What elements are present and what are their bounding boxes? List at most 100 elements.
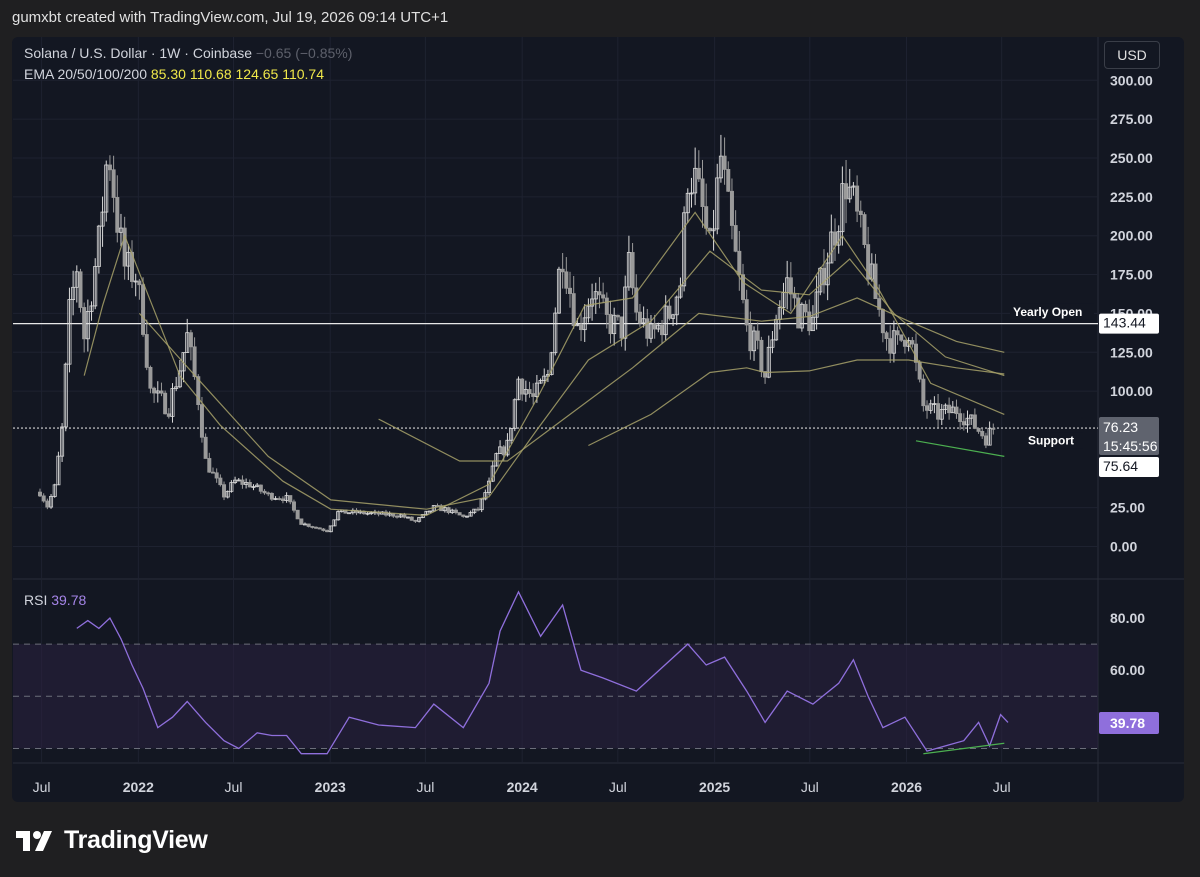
candle-down — [203, 436, 208, 459]
candle-down — [461, 514, 466, 517]
candle-down — [141, 284, 146, 335]
candle-up — [593, 291, 598, 300]
candle-up — [693, 167, 698, 194]
candle-up — [542, 375, 547, 381]
candle-up — [155, 390, 160, 394]
ema-legend[interactable]: EMA 20/50/100/200 85.30 110.68 124.65 11… — [24, 66, 324, 82]
rsi-line — [76, 590, 1009, 755]
candle-down — [207, 458, 212, 473]
symbol-legend[interactable]: Solana / U.S. Dollar · 1W · Coinbase −0.… — [24, 45, 352, 61]
candle-down — [314, 526, 319, 529]
candle-up — [406, 516, 411, 519]
candle-up — [906, 340, 911, 347]
candle-up — [575, 324, 580, 327]
candle-down — [214, 472, 219, 479]
currency-button[interactable]: USD — [1104, 41, 1160, 69]
candle-down — [700, 178, 705, 207]
candle-down — [531, 393, 536, 397]
candle-down — [402, 514, 407, 518]
candle-up — [490, 465, 495, 482]
rsi-divergence-line — [923, 742, 1005, 755]
candle-down — [409, 516, 414, 521]
candle-down — [858, 210, 863, 215]
candle-down — [925, 405, 930, 411]
candle-up — [965, 417, 970, 426]
candle-down — [571, 293, 576, 327]
candle-down — [630, 252, 635, 289]
candle-up — [928, 403, 933, 411]
candle-up — [100, 211, 105, 227]
candle-up — [398, 514, 403, 518]
candle-down — [247, 481, 252, 488]
candle-up — [623, 286, 628, 339]
candle-down — [645, 318, 650, 339]
tradingview-wordmark: TradingView — [64, 826, 208, 854]
candle-down — [807, 311, 812, 332]
candle-down — [792, 293, 797, 299]
x-tick-label: Jul — [225, 779, 243, 795]
candle-down — [45, 500, 50, 508]
candle-down — [310, 526, 315, 528]
candle-down — [910, 340, 915, 345]
candle-down — [148, 366, 153, 389]
candle-down — [899, 334, 904, 341]
candle-down — [196, 376, 201, 405]
y-tick-label: 100.00 — [1110, 383, 1153, 399]
candle-up — [987, 427, 992, 446]
ema-value-20: 85.30 — [150, 66, 186, 82]
y-tick-label: 275.00 — [1110, 111, 1153, 127]
x-tick-label: Jul — [33, 779, 51, 795]
candle-down — [660, 324, 665, 336]
candle-up — [468, 512, 473, 517]
rsi-legend[interactable]: RSI 39.78 — [24, 592, 86, 608]
candle-up — [715, 177, 720, 230]
candle-down — [748, 324, 753, 352]
candle-down — [137, 280, 142, 286]
candle-down — [288, 495, 293, 503]
candle-up — [442, 507, 447, 512]
candle-down — [262, 490, 267, 494]
candle-up — [273, 498, 278, 500]
candle-down — [980, 430, 985, 437]
last-price-label-bg — [1099, 417, 1159, 455]
candle-up — [185, 332, 190, 353]
candle-up — [689, 192, 694, 195]
yearly-open-price-label-bg — [1099, 313, 1159, 334]
candle-up — [63, 363, 68, 428]
candle-up — [685, 192, 690, 214]
candle-up — [126, 251, 131, 267]
candle-up — [336, 511, 341, 521]
candle-up — [96, 225, 101, 267]
candle-up — [56, 455, 61, 486]
candle-down — [159, 390, 164, 394]
candle-up — [133, 280, 138, 283]
x-tick-label: Jul — [416, 779, 434, 795]
candle-down — [921, 378, 926, 407]
candle-up — [671, 314, 676, 319]
candle-down — [615, 314, 620, 318]
candle-up — [244, 481, 249, 485]
x-tick-label: 2022 — [123, 779, 154, 795]
candle-down — [152, 387, 157, 394]
candle-up — [347, 512, 352, 515]
candle-up — [656, 324, 661, 330]
candle-up — [523, 389, 528, 395]
candle-up — [512, 399, 517, 429]
candle-up — [424, 510, 429, 515]
candle-down — [895, 330, 900, 336]
candle-down — [130, 251, 135, 282]
x-tick-label: 2024 — [507, 779, 538, 795]
candle-down — [604, 297, 609, 315]
candle-down — [291, 501, 296, 511]
candle-down — [107, 164, 112, 171]
y-tick-label: 250.00 — [1110, 150, 1153, 166]
candle-down — [729, 190, 734, 226]
candle-down — [199, 404, 204, 438]
candle-down — [446, 507, 451, 514]
candle-down — [163, 392, 168, 415]
y-tick-label: 300.00 — [1110, 72, 1153, 88]
candle-down — [218, 477, 223, 486]
candle-up — [626, 252, 631, 288]
candle-down — [383, 511, 388, 516]
